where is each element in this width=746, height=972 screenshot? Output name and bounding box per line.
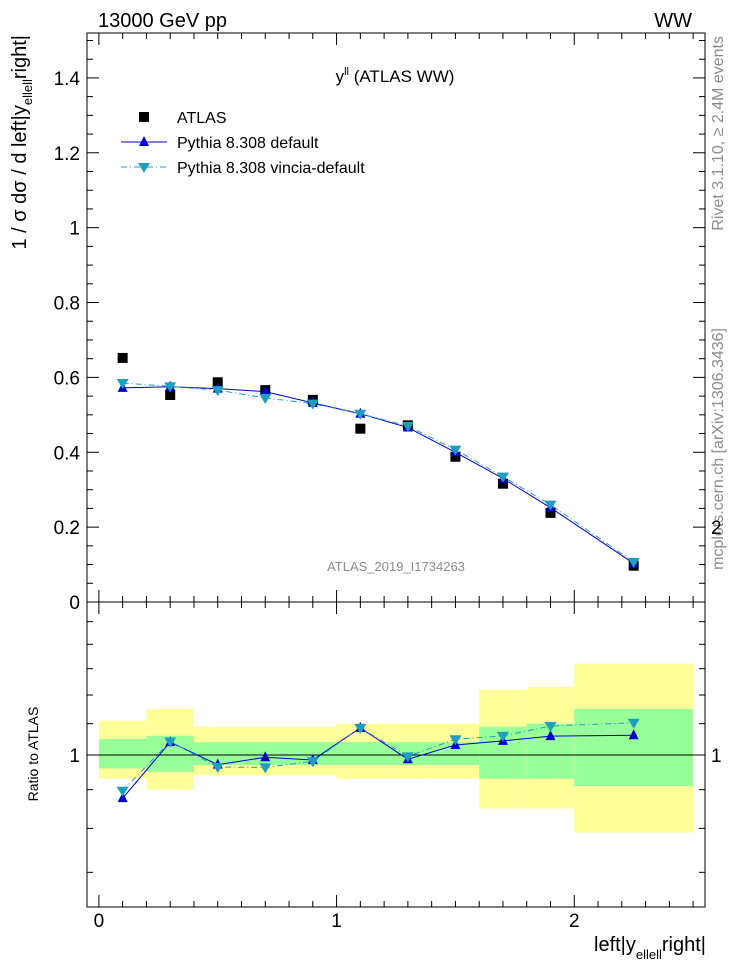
ratio-y-axis-label: Ratio to ATLAS — [25, 707, 41, 802]
ratio-y-tick-label-right: 2 — [711, 518, 722, 539]
ratio-band-inner — [336, 742, 385, 766]
ratio-panel: 0.50.51122012 Ratio to ATLAS left|yellel… — [25, 518, 722, 962]
main-y-tick-label: 0.8 — [54, 294, 80, 315]
x-tick-label: 2 — [569, 911, 580, 932]
ratio-y-tick-label-right: 1 — [711, 746, 722, 767]
legend-label: Pythia 8.308 vincia-default — [177, 160, 365, 177]
data-point-mc — [544, 500, 557, 511]
ratio-data-point — [354, 723, 367, 734]
data-point-mc — [496, 472, 509, 483]
analysis-watermark: ATLAS_2019_I1734263 — [327, 559, 465, 574]
x-tick-label: 0 — [94, 911, 105, 932]
data-point-mc — [627, 557, 640, 568]
ratio-data-point — [545, 730, 556, 741]
data-point-atlas — [545, 507, 556, 518]
x-tick-label: 1 — [331, 911, 342, 932]
data-point-mc — [164, 382, 177, 393]
main-y-tick-label: 0.6 — [54, 368, 80, 389]
ratio-uncertainty-bands — [98, 663, 694, 833]
main-y-tick-label: 0 — [69, 593, 80, 614]
ratio-band-inner — [98, 738, 147, 769]
ratio-band-inner — [431, 742, 480, 766]
data-point-mc — [259, 393, 272, 404]
x-axis-label: left|yellellright| — [594, 934, 706, 962]
legend-marker — [139, 136, 149, 146]
legend-label: Pythia 8.308 default — [177, 135, 319, 152]
mcplots-source-text: mcplots.cern.ch [arXiv:1306.3436] — [710, 328, 727, 570]
legend-label: ATLAS — [177, 110, 227, 127]
ratio-data-point — [306, 757, 319, 768]
header-left: 13000 GeV pp — [98, 10, 227, 32]
ratio-data-point — [544, 722, 557, 733]
ratio-data-point — [627, 718, 640, 729]
data-point-atlas — [355, 423, 366, 434]
legend: ATLAS Pythia 8.308 default Pythia 8.308 vi… — [121, 110, 365, 177]
main-y-tick-label: 0.2 — [54, 518, 80, 539]
series-line — [122, 382, 634, 563]
data-point-mc — [449, 445, 462, 456]
data-point-mc — [401, 422, 414, 433]
ratio-data-point — [496, 731, 509, 742]
ratio-data-point — [164, 737, 177, 748]
plot-title: yll (ATLAS WW) — [336, 66, 455, 86]
data-point-atlas — [165, 389, 176, 400]
ratio-data-point — [628, 729, 639, 740]
ratio-data-point — [116, 786, 129, 797]
ratio-data-point — [259, 763, 272, 774]
main-y-tick-label: 0.4 — [54, 443, 81, 464]
main-y-axis-label: 1 / σ dσ / d left|yellellright| — [9, 35, 35, 250]
main-ticks: 0 0.2 0.4 0.6 0.8 1 1.2 1.4 — [54, 33, 705, 614]
legend-marker — [138, 163, 150, 173]
main-panel: 0 0.2 0.4 0.6 0.8 1 1.2 1.4 yll (ATLAS WW) ATLA… — [9, 32, 706, 614]
legend-marker — [139, 112, 149, 122]
ratio-y-tick-label: 2 — [69, 518, 80, 539]
data-point-atlas — [117, 352, 128, 363]
data-point-atlas — [497, 478, 508, 489]
ratio-data-point — [211, 763, 224, 774]
series-line — [122, 386, 634, 564]
ratio-series-layer — [116, 718, 640, 803]
ratio-data-point — [117, 792, 128, 803]
main-y-tick-label: 1.2 — [54, 144, 80, 165]
ratio-y-tick-label: 1 — [69, 746, 80, 767]
main-series-layer — [116, 352, 640, 571]
rivet-version-text: Rivet 3.1.10, ≥ 2.4M events — [710, 36, 727, 231]
header-right: WW — [654, 10, 692, 32]
data-point-mc — [354, 409, 367, 420]
data-point-mc — [306, 399, 319, 410]
data-point-mc — [211, 386, 224, 397]
main-y-tick-label: 1 — [69, 219, 80, 240]
ratio-data-point — [401, 752, 414, 763]
ratio-data-point — [449, 735, 462, 746]
data-point-mc — [116, 379, 129, 390]
data-point-mc — [260, 385, 271, 396]
data-point-atlas — [212, 377, 223, 388]
data-point-atlas — [450, 451, 461, 462]
ratio-data-point — [260, 751, 271, 762]
main-y-tick-label: 1.4 — [54, 69, 81, 90]
ratio-ticks: 0.50.51122012 — [69, 518, 722, 932]
